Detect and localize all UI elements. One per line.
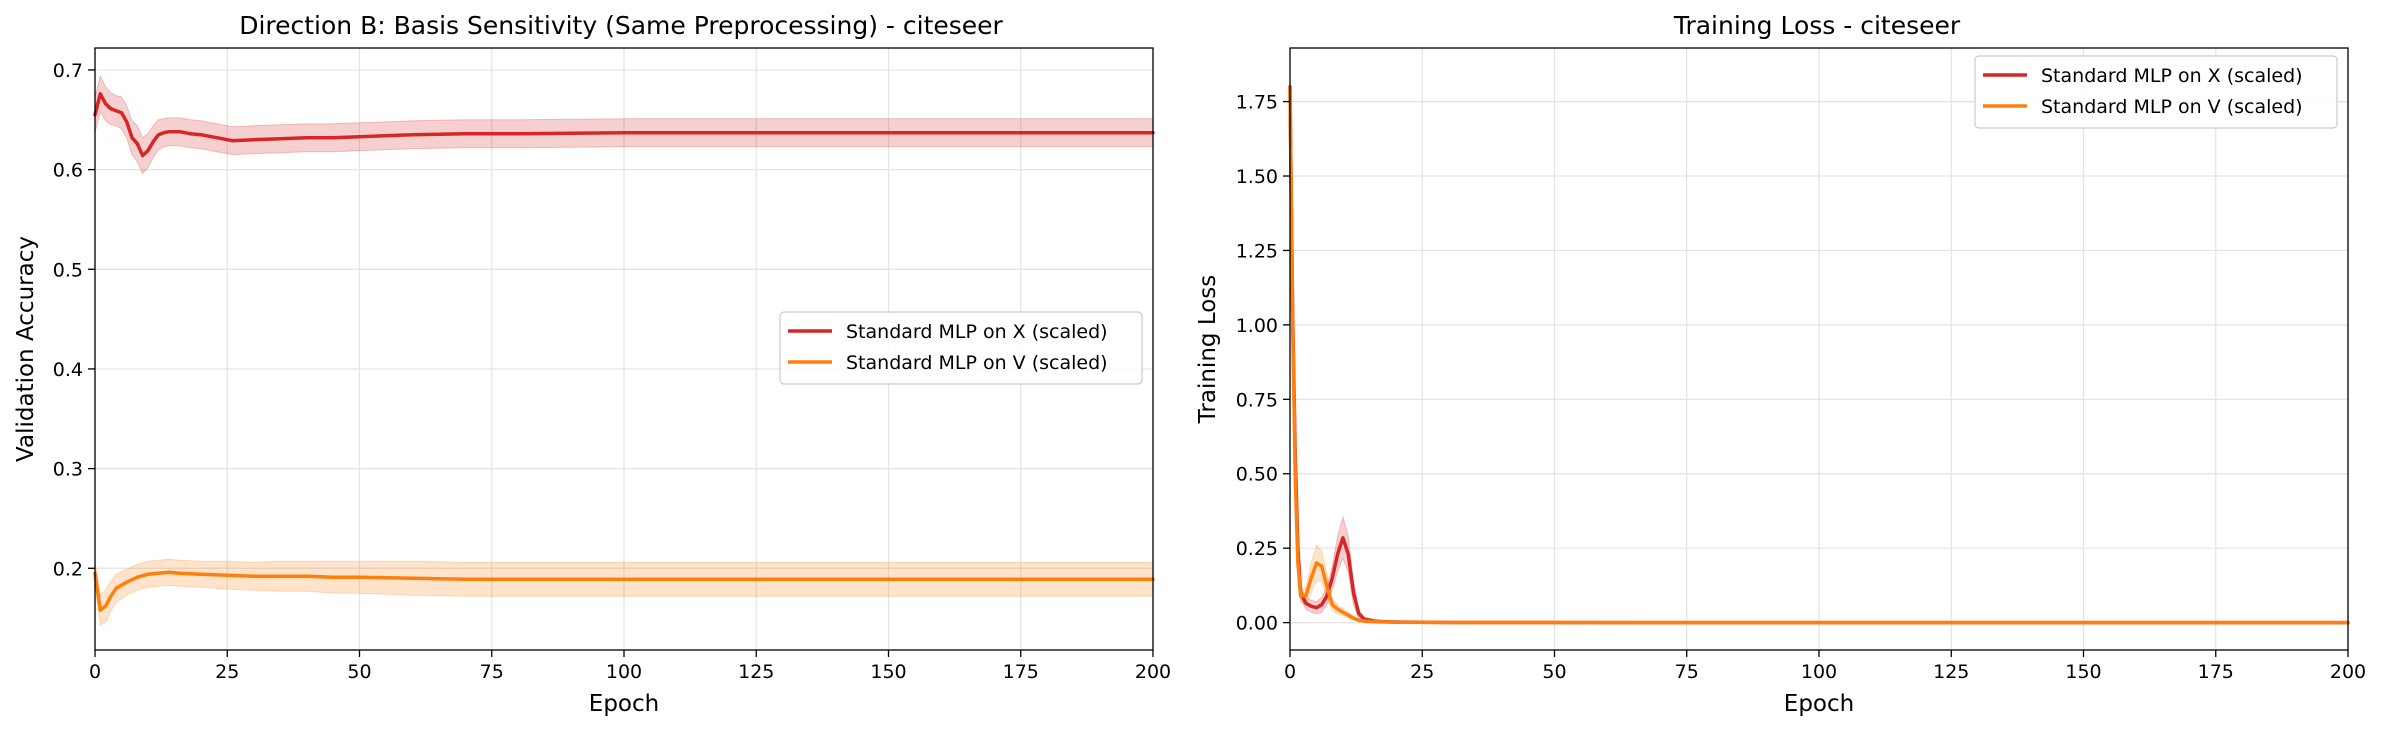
y-tick-label: 1.25 <box>1236 240 1278 262</box>
legend-label: Standard MLP on V (scaled) <box>2041 96 2303 118</box>
x-tick-label: 0 <box>89 661 101 683</box>
y-tick-label: 1.75 <box>1236 92 1278 114</box>
chart-title: Training Loss - citeseer <box>1673 11 1961 40</box>
y-tick-label: 0.2 <box>53 558 83 580</box>
x-tick-label: 50 <box>347 661 371 683</box>
x-tick-label: 200 <box>1135 661 1171 683</box>
x-tick-label: 200 <box>2330 661 2366 683</box>
y-tick-label: 0.25 <box>1236 538 1278 560</box>
series-lines <box>93 92 1155 612</box>
y-tick-label: 0.5 <box>53 259 83 281</box>
y-tick-label: 0.3 <box>53 459 83 481</box>
y-axis-label: Validation Accuracy <box>13 236 39 462</box>
x-axis-label: Epoch <box>1784 691 1854 717</box>
x-tick-label: 75 <box>480 661 504 683</box>
legend: Standard MLP on X (scaled) Standard MLP … <box>1974 55 2338 129</box>
series-lines <box>1288 84 2350 625</box>
y-tick-label: 0.6 <box>53 160 83 182</box>
y-tick-label: 0.7 <box>53 60 83 82</box>
legend: Standard MLP on X (scaled) Standard MLP … <box>779 311 1143 385</box>
x-tick-label: 100 <box>1801 661 1837 683</box>
training-loss-panel: Training Loss - citeseer 0 25 50 75 100 125 15… <box>1195 11 2366 717</box>
plot-area: 0 25 50 75 100 125 150 175 200 0.00 0.25 0.50 0.75 1.… <box>1236 47 2366 683</box>
x-tick-label: 25 <box>215 661 239 683</box>
legend-label: Standard MLP on V (scaled) <box>846 352 1108 374</box>
y-axis-label: Training Loss <box>1195 275 1221 425</box>
x-tick-label: 50 <box>1542 661 1566 683</box>
chart-title: Direction B: Basis Sensitivity (Same Pre… <box>239 11 1003 40</box>
x-tick-label: 100 <box>606 661 642 683</box>
legend-box <box>1974 55 2338 129</box>
x-tick-label: 25 <box>1410 661 1434 683</box>
series-line <box>93 570 1155 612</box>
legend-label: Standard MLP on X (scaled) <box>846 321 1108 343</box>
y-tick-label: 1.00 <box>1236 315 1278 337</box>
y-tick-label: 0.75 <box>1236 389 1278 411</box>
validation-accuracy-panel: Direction B: Basis Sensitivity (Same Pre… <box>13 11 1171 717</box>
y-tick-label: 0.00 <box>1236 613 1278 635</box>
x-tick-label: 150 <box>2065 661 2101 683</box>
x-tick-label: 125 <box>1933 661 1969 683</box>
y-tick-label: 1.50 <box>1236 166 1278 188</box>
x-axis-label: Epoch <box>589 691 659 717</box>
x-tick-label: 75 <box>1675 661 1699 683</box>
x-tick-label: 125 <box>738 661 774 683</box>
x-tick-label: 0 <box>1284 661 1296 683</box>
x-tick-label: 175 <box>2198 661 2234 683</box>
series-line <box>93 92 1155 158</box>
legend-box <box>779 311 1143 385</box>
y-tick-label: 0.50 <box>1236 464 1278 486</box>
x-tick-label: 175 <box>1003 661 1039 683</box>
x-tick-label: 150 <box>870 661 906 683</box>
axis-ticks: 0 25 50 75 100 125 150 175 200 0.2 0.3 0.4 0.5 0.6 0.7 <box>53 60 1171 683</box>
y-tick-label: 0.4 <box>53 359 83 381</box>
legend-label: Standard MLP on X (scaled) <box>2041 65 2303 87</box>
series-line <box>1288 84 2350 625</box>
axis-ticks: 0 25 50 75 100 125 150 175 200 0.00 0.25 0.50 0.75 1.… <box>1236 92 2366 683</box>
